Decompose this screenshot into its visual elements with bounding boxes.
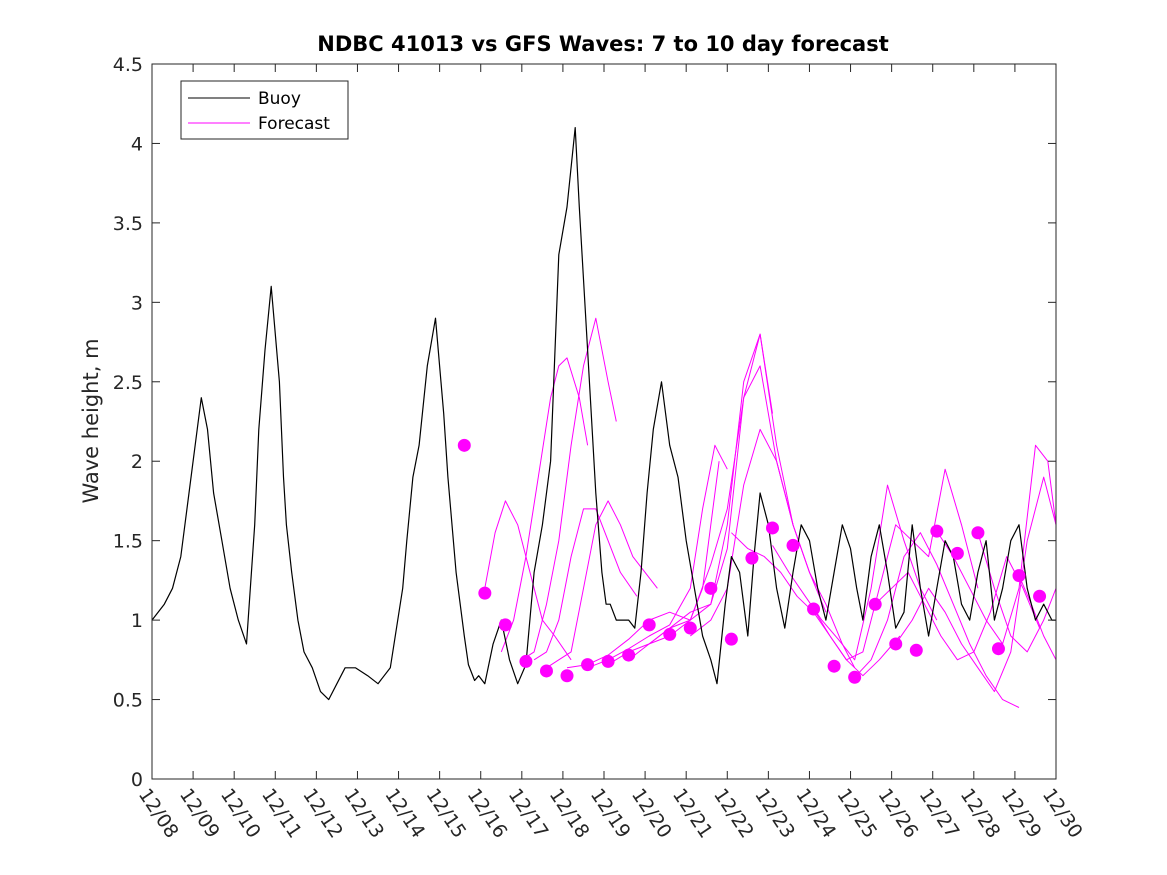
- forecast-point: [786, 538, 800, 552]
- y-tick-label: 0.5: [113, 690, 143, 712]
- forecast-line: [587, 444, 728, 669]
- legend-forecast-label: Forecast: [258, 114, 330, 134]
- forecast-point: [1012, 569, 1026, 583]
- forecast-point: [745, 551, 759, 565]
- forecast-line: [1018, 575, 1056, 661]
- y-tick-label: 2.5: [113, 372, 143, 394]
- forecast-point: [971, 526, 985, 540]
- forecast-point: [560, 669, 574, 683]
- forecast-point: [765, 521, 779, 535]
- y-tick-label: 0: [131, 769, 143, 791]
- forecast-point: [601, 654, 615, 668]
- forecast-point: [519, 654, 533, 668]
- forecast-point: [498, 618, 512, 632]
- forecast-line: [854, 532, 1020, 708]
- y-tick-label: 1: [131, 610, 143, 632]
- forecast-point: [457, 438, 471, 452]
- forecast-line: [521, 317, 617, 661]
- forecast-point: [663, 627, 677, 641]
- forecast-point: [848, 670, 862, 684]
- forecast-point: [478, 586, 492, 600]
- chart-title: NDBC 41013 vs GFS Waves: 7 to 10 day for…: [317, 32, 888, 56]
- forecast-line: [874, 556, 1041, 661]
- forecast-point: [581, 658, 595, 672]
- forecast-line: [628, 333, 794, 661]
- forecast-point: [622, 648, 636, 662]
- buoy-line: [152, 126, 1056, 701]
- forecast-line: [813, 468, 979, 661]
- legend-buoy-label: Buoy: [258, 89, 301, 109]
- forecast-point: [807, 602, 821, 616]
- forecast-line: [607, 333, 773, 666]
- forecast-line: [895, 476, 1056, 693]
- forecast-point: [889, 637, 903, 651]
- forecast-line: [566, 461, 720, 669]
- forecast-line: [533, 508, 638, 661]
- forecast-point: [930, 524, 944, 538]
- y-tick-label: 3: [131, 292, 143, 314]
- forecast-line: [484, 500, 572, 661]
- y-tick-label: 3.5: [113, 213, 143, 235]
- forecast-point: [827, 659, 841, 673]
- forecast-line: [689, 428, 856, 669]
- legend: Buoy Forecast: [180, 80, 349, 140]
- forecast-point: [950, 546, 964, 560]
- forecast-line: [500, 357, 589, 653]
- forecast-point: [683, 621, 697, 635]
- forecast-point: [704, 581, 718, 595]
- forecast-point: [909, 643, 923, 657]
- forecast-point: [991, 642, 1005, 656]
- y-tick-label: 2: [131, 451, 143, 473]
- y-axis-label: Wave height, m: [79, 338, 103, 503]
- y-tick-label: 4: [131, 133, 143, 155]
- forecast-point: [868, 597, 882, 611]
- forecast-point: [724, 632, 738, 646]
- forecast-line: [977, 532, 1056, 653]
- forecast-point: [539, 664, 553, 678]
- forecast-point: [1033, 589, 1047, 603]
- forecast-line: [546, 500, 658, 669]
- forecast-point: [642, 618, 656, 632]
- y-tick-label: 4.5: [113, 54, 143, 76]
- y-tick-label: 1.5: [113, 531, 143, 553]
